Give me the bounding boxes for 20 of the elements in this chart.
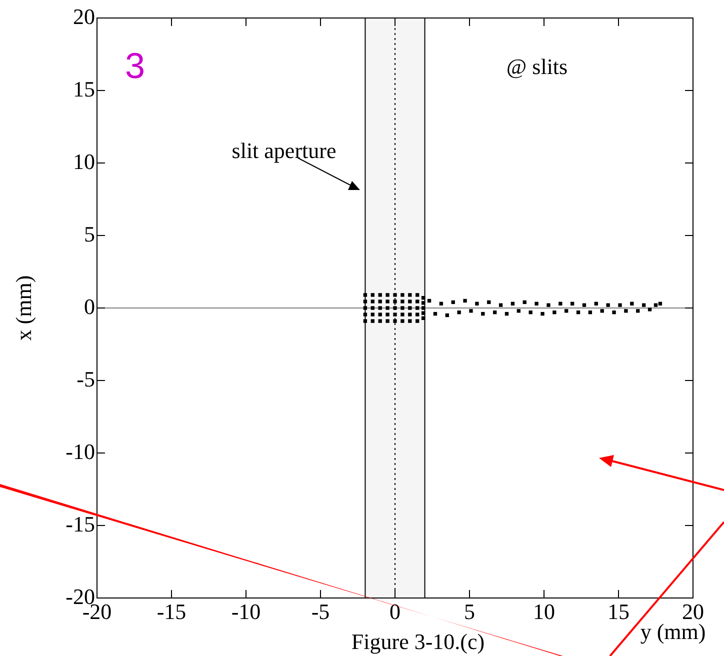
annotation: slit aperture xyxy=(232,138,336,163)
y-tick-label: -15 xyxy=(66,511,95,536)
x-tick-label: -15 xyxy=(156,598,186,624)
x-tick-label: 10 xyxy=(533,598,555,624)
y-tick-label: -5 xyxy=(76,366,95,392)
x-tick-label: 0 xyxy=(390,598,400,624)
y-tick-label: 10 xyxy=(73,148,95,174)
x-tick-label: -10 xyxy=(231,598,261,624)
caption: Figure 3-10.(c) xyxy=(351,628,485,654)
y-tick-label: 5 xyxy=(84,221,95,246)
annotation: 3 xyxy=(124,44,146,86)
y-tick-label: 15 xyxy=(73,76,95,102)
y-tick-label: -10 xyxy=(66,438,95,464)
x-tick-label: 5 xyxy=(464,598,475,624)
y-tick-label: 0 xyxy=(84,294,95,319)
annotation: @ slits xyxy=(506,54,568,79)
y-tick-label: 20 xyxy=(73,4,95,29)
x-tick-label: -5 xyxy=(311,598,330,624)
y-axis-title: x (mm) xyxy=(10,275,36,341)
x-tick-label: 15 xyxy=(608,598,630,624)
